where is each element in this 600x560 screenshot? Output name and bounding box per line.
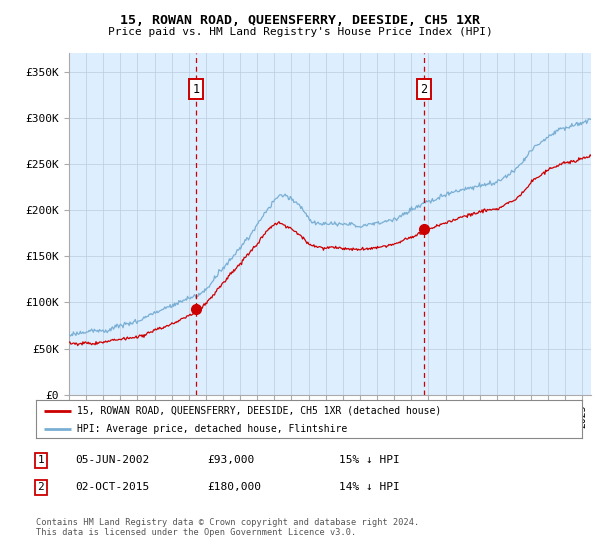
Text: 1: 1 <box>193 82 200 96</box>
Text: 2: 2 <box>421 82 428 96</box>
Text: Price paid vs. HM Land Registry's House Price Index (HPI): Price paid vs. HM Land Registry's House … <box>107 27 493 37</box>
Text: 2: 2 <box>37 482 44 492</box>
Text: 02-OCT-2015: 02-OCT-2015 <box>75 482 149 492</box>
Text: Contains HM Land Registry data © Crown copyright and database right 2024.
This d: Contains HM Land Registry data © Crown c… <box>36 518 419 538</box>
Text: 15, ROWAN ROAD, QUEENSFERRY, DEESIDE, CH5 1XR: 15, ROWAN ROAD, QUEENSFERRY, DEESIDE, CH… <box>120 14 480 27</box>
Text: 1: 1 <box>37 455 44 465</box>
Text: 05-JUN-2002: 05-JUN-2002 <box>75 455 149 465</box>
Text: £180,000: £180,000 <box>207 482 261 492</box>
Text: 15, ROWAN ROAD, QUEENSFERRY, DEESIDE, CH5 1XR (detached house): 15, ROWAN ROAD, QUEENSFERRY, DEESIDE, CH… <box>77 406 441 416</box>
Text: 14% ↓ HPI: 14% ↓ HPI <box>339 482 400 492</box>
Text: HPI: Average price, detached house, Flintshire: HPI: Average price, detached house, Flin… <box>77 423 347 433</box>
Text: £93,000: £93,000 <box>207 455 254 465</box>
Text: 15% ↓ HPI: 15% ↓ HPI <box>339 455 400 465</box>
